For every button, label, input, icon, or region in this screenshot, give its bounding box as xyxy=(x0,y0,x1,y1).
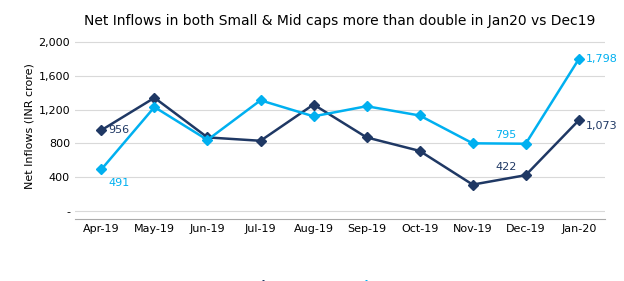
Text: 1,798: 1,798 xyxy=(586,54,618,64)
Text: 1,073: 1,073 xyxy=(586,121,617,131)
Y-axis label: Net Inflows (INR crore): Net Inflows (INR crore) xyxy=(24,64,34,189)
Mid Cap xyxy=(575,58,583,61)
Mid Cap xyxy=(151,105,158,109)
Small Cap xyxy=(257,139,265,142)
Small Cap xyxy=(203,136,211,139)
Mid Cap xyxy=(203,138,211,142)
Small Cap xyxy=(363,136,370,139)
Mid Cap xyxy=(522,142,529,146)
Mid Cap xyxy=(257,99,265,102)
Text: 956: 956 xyxy=(109,125,129,135)
Small Cap xyxy=(522,173,529,177)
Line: Mid Cap: Mid Cap xyxy=(98,56,582,173)
Mid Cap xyxy=(416,114,423,117)
Small Cap xyxy=(416,149,423,153)
Line: Small Cap: Small Cap xyxy=(98,94,582,188)
Text: 795: 795 xyxy=(495,130,517,140)
Small Cap xyxy=(310,103,317,106)
Mid Cap xyxy=(363,105,370,108)
Mid Cap xyxy=(469,142,476,145)
Text: 491: 491 xyxy=(109,178,130,188)
Small Cap xyxy=(469,183,476,186)
Small Cap xyxy=(575,119,583,122)
Mid Cap xyxy=(97,168,105,171)
Mid Cap xyxy=(310,115,317,118)
Text: 422: 422 xyxy=(495,162,517,172)
Legend: Small Cap, Mid Cap: Small Cap, Mid Cap xyxy=(246,277,434,281)
Small Cap xyxy=(151,96,158,99)
Title: Net Inflows in both Small & Mid caps more than double in Jan20 vs Dec19: Net Inflows in both Small & Mid caps mor… xyxy=(84,14,596,28)
Small Cap xyxy=(97,128,105,132)
